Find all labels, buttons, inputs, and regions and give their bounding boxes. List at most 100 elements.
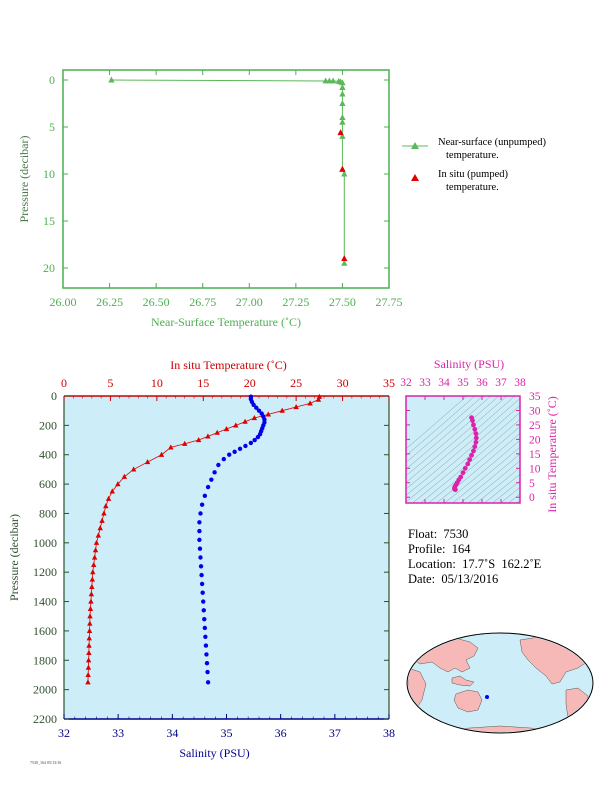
- salinity-tick-label: 35: [221, 726, 233, 740]
- temperature-point: [130, 466, 137, 472]
- ts-background: [406, 396, 520, 503]
- temperature-point: [158, 451, 165, 457]
- ts-point: [471, 448, 476, 454]
- legend-near-surface-symbol: [402, 142, 428, 149]
- profile-number: Profile: 164: [408, 542, 471, 556]
- ts-x-tick-label: 38: [514, 377, 526, 389]
- salinity-tick-label: 36: [275, 726, 287, 740]
- footer-text: 7530_164 05/13/16: [30, 760, 62, 765]
- near-surface-point: [339, 114, 346, 121]
- salinity-point: [227, 452, 232, 457]
- ts-density-contour: [412, 412, 520, 503]
- ts-density-contour: [406, 396, 492, 470]
- salinity-point: [204, 661, 210, 666]
- salinity-tick-label: 34: [166, 726, 178, 740]
- salinity-point: [201, 608, 206, 613]
- salinity-point: [200, 590, 205, 595]
- ts-y-axis-label: In situ Temperature (˚C): [545, 396, 559, 513]
- top-x-axis-label: Near-Surface Temperature (˚C): [151, 315, 301, 329]
- ts-point: [473, 439, 479, 445]
- salinity-point: [209, 477, 214, 482]
- in-situ-point: [341, 255, 348, 262]
- salinity-point: [232, 449, 237, 454]
- temperature-point: [293, 404, 299, 410]
- temperature-tick-label: 20: [244, 376, 256, 390]
- ts-density-contour: [500, 487, 520, 503]
- salinity-point: [203, 634, 208, 639]
- salinity-point: [251, 402, 256, 408]
- temperature-point: [87, 620, 93, 626]
- ts-point: [470, 418, 475, 423]
- temperature-point: [101, 510, 107, 516]
- temperature-point: [85, 664, 92, 670]
- temperature-point: [85, 671, 91, 678]
- temperature-point: [99, 517, 105, 523]
- profile-y-tick-label: 1200: [33, 565, 57, 579]
- ts-density-contour: [428, 426, 520, 503]
- temperature-point: [223, 426, 230, 432]
- salinity-tick-label: 37: [329, 726, 341, 740]
- ts-x-tick-label: 35: [457, 377, 469, 389]
- top-x-tick-label: 26.25: [96, 295, 123, 309]
- salinity-point: [243, 443, 248, 449]
- ts-y-tick-label: 30: [529, 405, 541, 417]
- ts-density-contour: [406, 396, 468, 450]
- salinity-point: [252, 437, 257, 443]
- top-y-tick-label: 5: [49, 120, 55, 134]
- temperature-point: [87, 613, 93, 619]
- salinity-point: [205, 484, 211, 490]
- map-land-indonesia: [451, 675, 475, 687]
- ts-density-contour: [406, 396, 484, 463]
- temperature-point: [85, 657, 92, 663]
- legend-near-surface-label-2: temperature.: [446, 150, 499, 161]
- legend-in-situ-symbol: [411, 174, 419, 181]
- temperature-point: [86, 627, 93, 634]
- temperature-point: [90, 569, 96, 575]
- ts-y-tick-label: 35: [529, 391, 541, 403]
- near-surface-point: [341, 259, 348, 266]
- ts-density-contour: [406, 396, 500, 477]
- ts-point: [472, 426, 478, 432]
- salinity-point: [202, 493, 208, 499]
- temperature-point: [233, 422, 239, 428]
- ts-point: [472, 444, 478, 450]
- ts-point: [453, 487, 458, 493]
- near-surface-point: [339, 84, 346, 90]
- float-location: Location: 17.7˚S 162.2˚E: [408, 557, 542, 571]
- temperature-point: [85, 679, 91, 685]
- top-y-tick-label: 10: [43, 167, 55, 181]
- profile-background: [64, 396, 389, 719]
- salinity-point: [204, 652, 209, 657]
- ts-x-tick-label: 32: [400, 377, 412, 389]
- temperature-tick-label: 25: [290, 376, 302, 390]
- salinity-tick-label: 38: [383, 726, 395, 740]
- top-y-tick-label: 20: [43, 261, 55, 275]
- salinity-point: [237, 446, 243, 452]
- salinity-point: [256, 408, 262, 413]
- ts-density-contours: [406, 396, 520, 503]
- temperature-point: [103, 503, 109, 509]
- top-x-tick-label: 27.25: [282, 295, 309, 309]
- temperature-point: [95, 532, 102, 538]
- temperature-point: [251, 415, 258, 421]
- top-plot-frame: [62, 69, 390, 289]
- profile-y-tick-label: 400: [39, 448, 57, 462]
- ts-density-contour: [420, 419, 520, 503]
- temperature-axis-label: In situ Temperature (˚C): [170, 358, 287, 372]
- near-surface-point: [339, 79, 346, 86]
- ts-point: [462, 465, 468, 471]
- temperature-point: [214, 429, 220, 435]
- salinity-point: [199, 502, 205, 507]
- ts-y-tick-label: 25: [529, 420, 541, 432]
- ts-density-contour: [406, 396, 508, 483]
- temperature-point: [86, 649, 92, 656]
- profile-y-tick-label: 1800: [33, 653, 57, 667]
- top-y-axis-label: Pressure (decibar): [17, 136, 31, 223]
- profile-y-tick-label: 1400: [33, 595, 57, 609]
- ts-point: [460, 470, 466, 476]
- ts-density-contour: [452, 446, 520, 503]
- near-surface-point: [339, 132, 346, 139]
- salinity-point: [201, 599, 206, 604]
- near-surface-temperature-plot: 26.00 26.25 26.50 26.75 27.00 27.25 27.50 27.75…: [17, 69, 403, 329]
- salinity-point: [197, 537, 202, 543]
